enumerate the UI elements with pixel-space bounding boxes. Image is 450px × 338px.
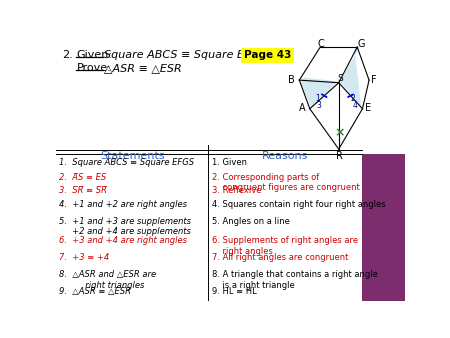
Text: C: C [318, 39, 325, 49]
Text: 5. Angles on a line: 5. Angles on a line [212, 217, 290, 226]
Text: 4. Squares contain right four right angles: 4. Squares contain right four right angl… [212, 200, 386, 209]
Text: 8.  △ASR and △ESR are
          right triangles: 8. △ASR and △ESR are right triangles [59, 270, 156, 290]
Text: △ASR ≡ △ESR: △ASR ≡ △ESR [104, 64, 182, 73]
Text: 5.  ∔1 and ∔3 are supplements
     ∔2 and ∔4 are supplements: 5. ∔1 and ∔3 are supplements ∔2 and ∔4 a… [59, 217, 191, 236]
Text: Statements: Statements [101, 151, 165, 162]
Text: 4.  ∔1 and ∔2 are right angles: 4. ∔1 and ∔2 are right angles [59, 200, 187, 209]
Text: 1.  Square ABCS ≡ Square EFGS: 1. Square ABCS ≡ Square EFGS [59, 158, 194, 167]
Text: 2. Corresponding parts of
    congruent figures are congruent: 2. Corresponding parts of congruent figu… [212, 172, 360, 192]
Text: E: E [365, 103, 371, 113]
Text: ×: × [334, 126, 345, 140]
Text: G: G [358, 39, 365, 49]
Text: Reasons: Reasons [261, 151, 308, 162]
Text: 9.  △ASR ≡ △ESR: 9. △ASR ≡ △ESR [59, 287, 131, 296]
Text: S: S [337, 74, 342, 82]
Bar [362, 154, 405, 301]
Text: Prove:: Prove: [76, 64, 111, 73]
Text: Given:: Given: [76, 50, 112, 61]
Text: 2: 2 [350, 94, 355, 103]
Text: 3: 3 [316, 101, 321, 110]
Text: 7. All right angles are congruent: 7. All right angles are congruent [212, 253, 348, 262]
Text: 3. Reflexive: 3. Reflexive [212, 186, 261, 195]
Text: 6.  ∔3 and ∔4 are right angles: 6. ∔3 and ∔4 are right angles [59, 236, 187, 245]
Text: F: F [372, 75, 377, 84]
Text: 1. Given: 1. Given [212, 158, 247, 167]
Text: 2.: 2. [63, 50, 73, 61]
Text: R: R [336, 151, 343, 161]
Text: 2.  A̅S ≡ E̅S: 2. A̅S ≡ E̅S [59, 172, 106, 182]
Text: 1: 1 [315, 94, 320, 103]
Text: 8. A triangle that contains a right angle
    is a right triangle: 8. A triangle that contains a right angl… [212, 270, 378, 290]
Text: A: A [299, 103, 306, 113]
Polygon shape [300, 77, 338, 108]
Text: Square ABCS ≡ Square EFGS: Square ABCS ≡ Square EFGS [104, 50, 266, 61]
Text: B: B [288, 75, 295, 84]
Text: 7.  ∔3 ≡ ∔4: 7. ∔3 ≡ ∔4 [59, 253, 109, 262]
Text: Page 43: Page 43 [243, 50, 291, 61]
Text: 6. Supplements of right angles are
    right angles: 6. Supplements of right angles are right… [212, 236, 358, 256]
Text: 4: 4 [352, 101, 357, 110]
Polygon shape [340, 46, 361, 108]
Text: 3.  S̅R̅ ≡ S̅R̅: 3. S̅R̅ ≡ S̅R̅ [59, 186, 107, 195]
Text: 9. HL ≡ HL: 9. HL ≡ HL [212, 287, 257, 296]
